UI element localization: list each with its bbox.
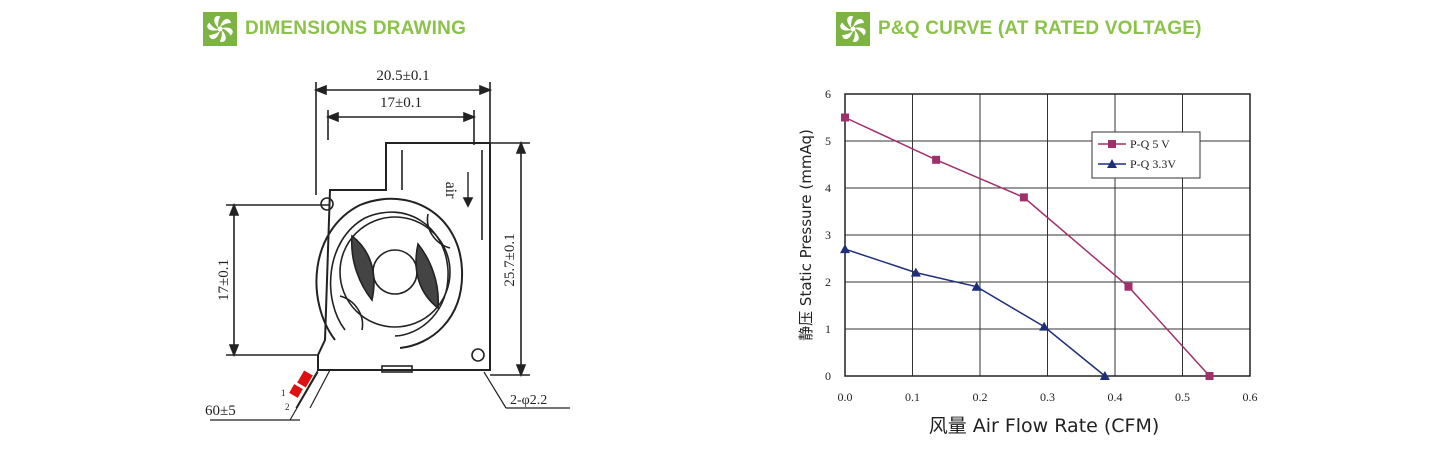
data-point: [1124, 282, 1133, 291]
y-tick-label: 0: [825, 369, 831, 383]
dimensions-drawing: 20.5±0.1 17±0.1 17±0.1 25.7±0.1 60±5 2-φ…: [205, 68, 570, 421]
x-tick-label: 0.1: [905, 390, 920, 404]
data-point: [932, 155, 941, 164]
x-tick-label: 0.3: [1040, 390, 1055, 404]
y-tick-label: 6: [825, 87, 831, 101]
x-tick-label: 0.6: [1243, 390, 1258, 404]
fan-icon: [836, 12, 870, 46]
air-label: air: [442, 182, 459, 200]
data-point: [1039, 321, 1050, 331]
dim-height-right: 25.7±0.1: [502, 233, 518, 286]
pin-2-label: 2: [285, 402, 290, 412]
x-tick-label: 0.0: [838, 390, 853, 404]
chart-legend: P-Q 5 V P-Q 3.3V: [1091, 131, 1201, 179]
dim-lead-length: 60±5: [205, 403, 236, 419]
legend-marker: [1108, 140, 1116, 148]
data-point: [1019, 193, 1028, 202]
x-axis-label: 风量 Air Flow Rate (CFM): [929, 415, 1160, 437]
x-tick-label: 0.5: [1175, 390, 1190, 404]
dim-height-left: 17±0.1: [216, 259, 232, 301]
data-point: [841, 113, 849, 122]
series-3-3v: [840, 244, 1110, 380]
x-tick-label: 0.2: [973, 390, 988, 404]
legend-label: P-Q 3.3V: [1130, 157, 1176, 171]
pin-1-label: 1: [281, 388, 286, 398]
series-line: [844, 248, 1106, 377]
y-tick-label: 3: [825, 228, 831, 242]
legend-marker: [1107, 159, 1117, 168]
y-tick-label: 2: [825, 275, 831, 289]
legend-box: [1091, 131, 1201, 179]
x-tick-label: 0.4: [1108, 390, 1123, 404]
y-axis-label: 静压 Static Pressure (mmAq): [797, 129, 815, 341]
data-point: [840, 244, 850, 254]
dim-overall-width: 20.5±0.1: [376, 68, 429, 84]
dim-holes: 2-φ2.2: [510, 393, 547, 408]
dimensions-title: DIMENSIONS DRAWING: [245, 18, 467, 39]
dimensions-header: DIMENSIONS DRAWING: [203, 12, 466, 46]
chart-series: [840, 113, 1214, 380]
data-point: [910, 267, 921, 277]
data-point: [1099, 371, 1110, 380]
dim-inner-width: 17±0.1: [380, 95, 422, 111]
plot-frame: [844, 93, 1251, 377]
data-point: [1205, 372, 1214, 380]
y-tick-label: 4: [825, 181, 831, 195]
pq-curve-title: P&Q CURVE (AT RATED VOLTAGE): [878, 18, 1202, 39]
series-5v: [841, 113, 1214, 380]
pq-curve-header: P&Q CURVE (AT RATED VOLTAGE): [836, 12, 1202, 46]
y-tick-label: 5: [825, 134, 831, 148]
legend-label: P-Q 5 V: [1130, 137, 1170, 151]
data-point: [971, 281, 982, 291]
y-tick-label: 1: [825, 322, 831, 336]
connector: [297, 370, 313, 388]
fan-icon: [203, 12, 237, 46]
chart-axes: [844, 93, 1251, 377]
chart-ticks: 0.0 0.1 0.2 0.3 0.4 0.5 0.6 0 1 2 3 4 5 6: [825, 87, 1258, 404]
